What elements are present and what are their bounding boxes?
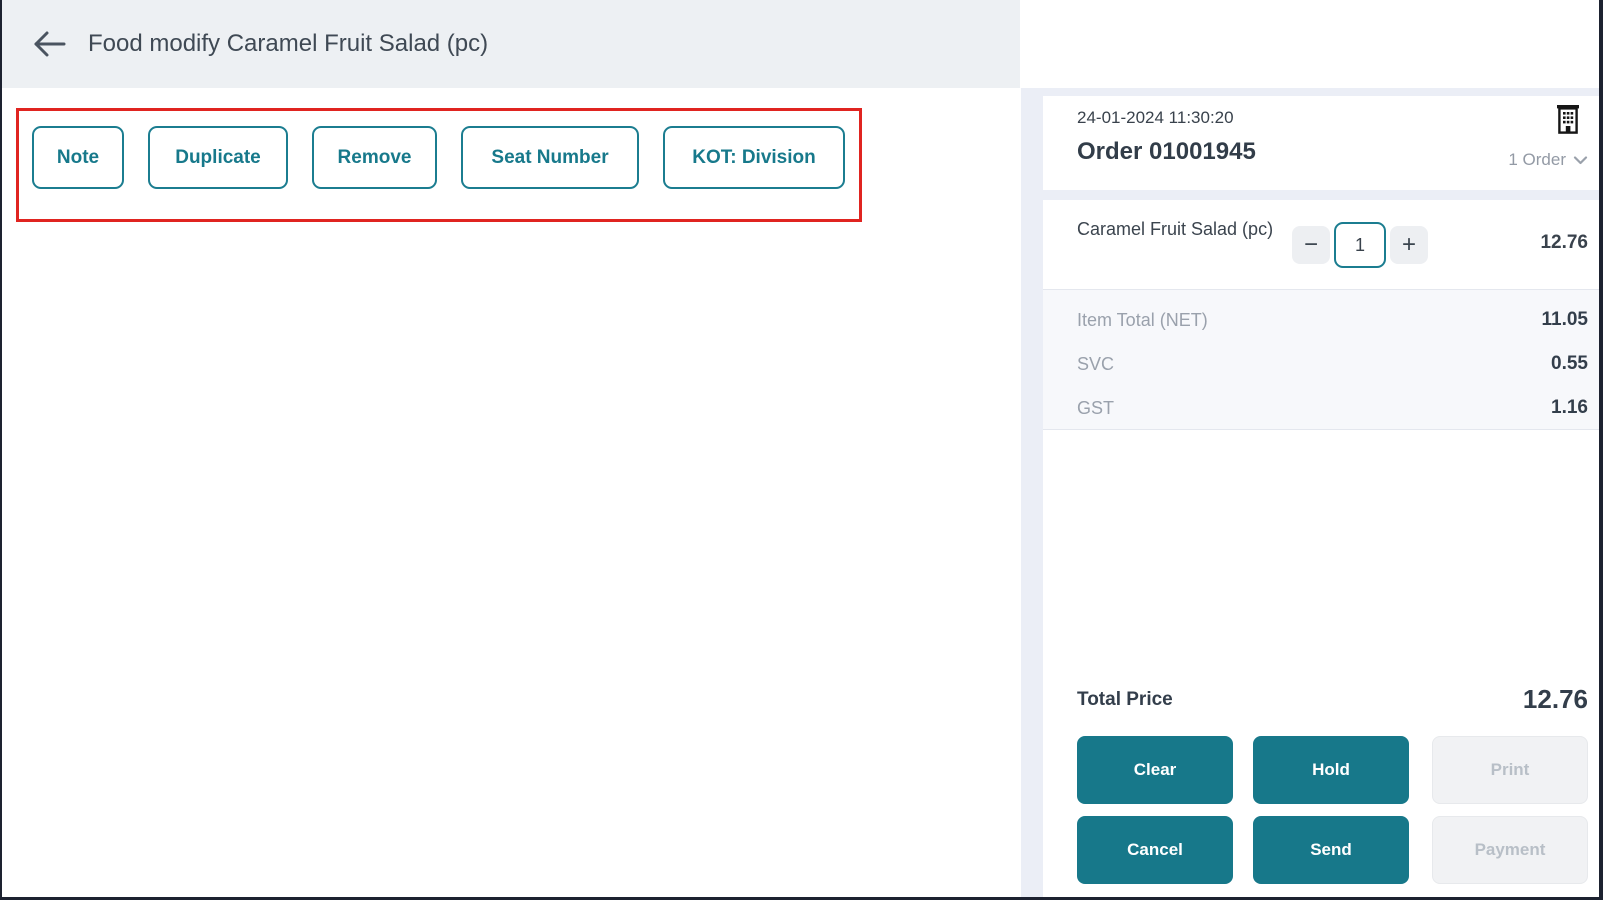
cancel-button[interactable]: Cancel bbox=[1077, 816, 1233, 884]
svc-value: 0.55 bbox=[1551, 353, 1588, 374]
note-button[interactable]: Note bbox=[32, 126, 124, 189]
duplicate-button[interactable]: Duplicate bbox=[148, 126, 288, 189]
net-value: 11.05 bbox=[1541, 309, 1589, 330]
total-row-net: Item Total (NET) 11.05 bbox=[1043, 298, 1600, 342]
total-row-gst: GST 1.16 bbox=[1043, 386, 1600, 430]
gst-label: GST bbox=[1077, 397, 1115, 418]
totals-section: Item Total (NET) 11.05 SVC 0.55 GST 1.16 bbox=[1043, 289, 1600, 430]
window-bottom-strip bbox=[0, 900, 1603, 905]
total-price-value: 12.76 bbox=[1522, 684, 1588, 714]
back-arrow-icon[interactable] bbox=[32, 27, 68, 61]
quantity-input[interactable]: 1 bbox=[1334, 222, 1386, 268]
page-title: Food modify Caramel Fruit Salad (pc) bbox=[88, 30, 489, 57]
hold-button[interactable]: Hold bbox=[1253, 736, 1409, 804]
order-number: Order 01001945 bbox=[1077, 138, 1256, 165]
item-name: Caramel Fruit Salad (pc) bbox=[1077, 219, 1274, 239]
order-header-card: 24-01-2024 11:30:20 Order 01001945 1 Ord… bbox=[1043, 96, 1600, 190]
net-label: Item Total (NET) bbox=[1077, 309, 1208, 330]
seat-number-button[interactable]: Seat Number bbox=[461, 126, 639, 189]
order-detail-card: Caramel Fruit Salad (pc) − 1 + 12.76 Ite… bbox=[1043, 200, 1600, 897]
window-border-right bbox=[1599, 0, 1603, 897]
page-header: Food modify Caramel Fruit Salad (pc) bbox=[2, 0, 1020, 88]
kot-division-button[interactable]: KOT: Division bbox=[663, 126, 845, 189]
building-icon[interactable] bbox=[1554, 104, 1582, 134]
payment-button[interactable]: Payment bbox=[1432, 816, 1588, 884]
remove-button[interactable]: Remove bbox=[312, 126, 437, 189]
total-row-svc: SVC 0.55 bbox=[1043, 342, 1600, 386]
chevron-down-icon bbox=[1573, 150, 1588, 170]
clear-button[interactable]: Clear bbox=[1077, 736, 1233, 804]
send-button[interactable]: Send bbox=[1253, 816, 1409, 884]
item-price: 12.76 bbox=[1540, 232, 1588, 253]
window-border-left bbox=[0, 0, 2, 897]
window-border-bottom bbox=[0, 897, 1603, 900]
quantity-increase-button[interactable]: + bbox=[1390, 226, 1428, 264]
order-datetime: 24-01-2024 11:30:20 bbox=[1077, 108, 1234, 127]
order-count-dropdown[interactable]: 1 Order bbox=[1508, 150, 1588, 170]
gst-value: 1.16 bbox=[1551, 397, 1588, 418]
top-bar: Ref. Info 123 Guest 1 New Order bbox=[1020, 0, 1599, 90]
print-button[interactable]: Print bbox=[1432, 736, 1588, 804]
total-price-label: Total Price bbox=[1077, 688, 1173, 710]
svc-label: SVC bbox=[1077, 353, 1115, 374]
order-count-label: 1 Order bbox=[1508, 150, 1566, 169]
total-price-row: Total Price 12.76 bbox=[1043, 684, 1600, 715]
quantity-decrease-button[interactable]: − bbox=[1292, 226, 1330, 264]
